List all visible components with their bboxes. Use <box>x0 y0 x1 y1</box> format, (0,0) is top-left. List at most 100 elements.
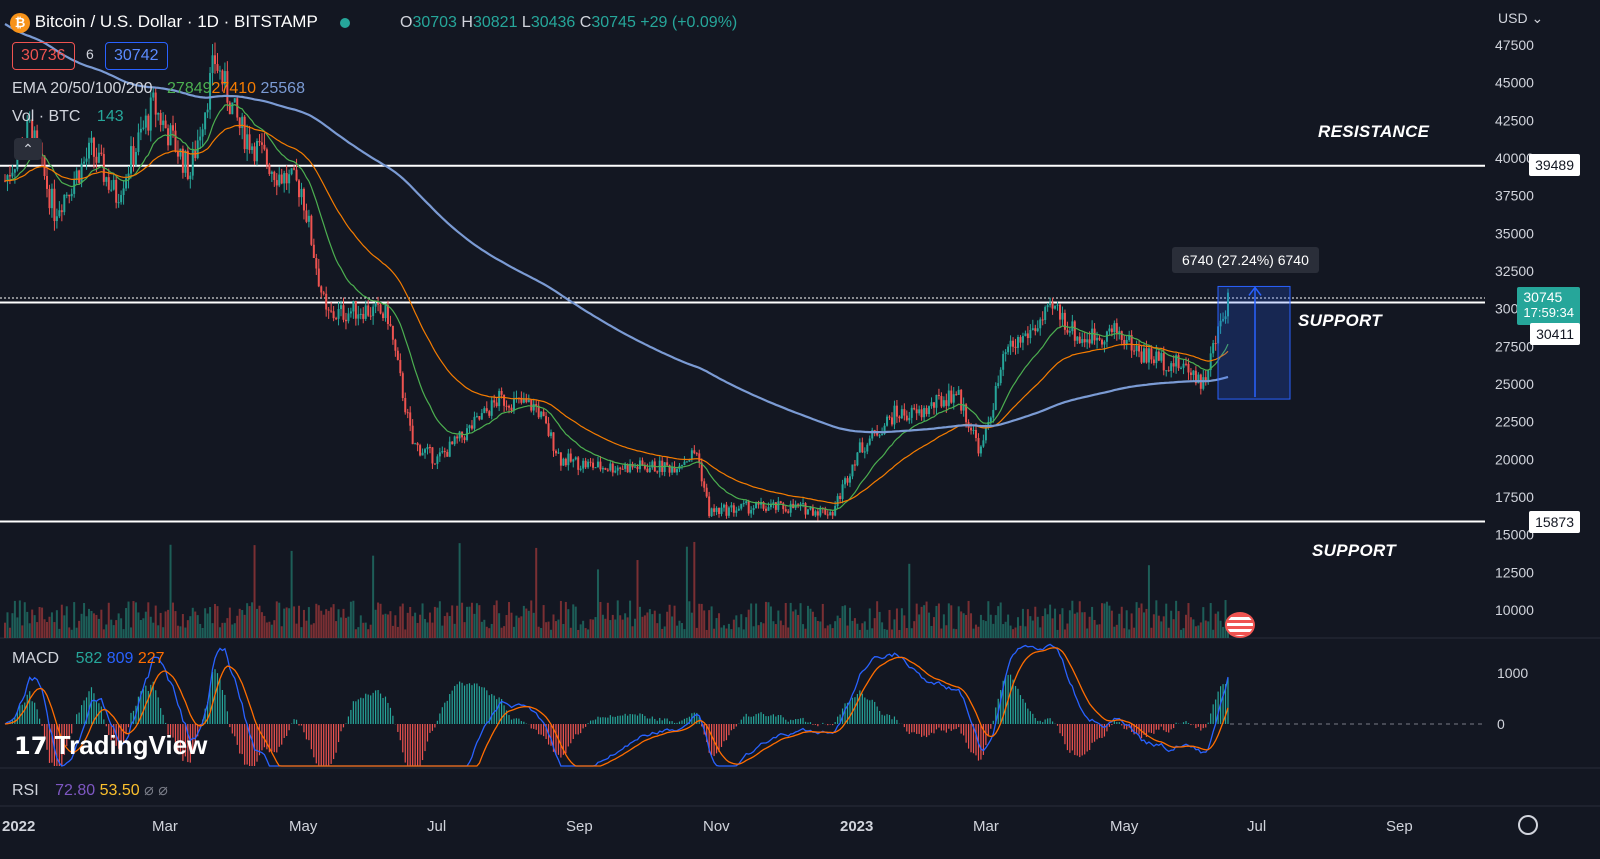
volume-bar <box>853 618 856 638</box>
rsi-legend[interactable]: RSI 72.80 53.50 ⌀ ⌀ <box>12 782 168 799</box>
volume-bar <box>105 624 108 638</box>
price-tick-label: 45000 <box>1495 75 1534 91</box>
candle-body <box>898 416 901 419</box>
candle-body <box>1103 341 1106 345</box>
candle-body <box>1073 321 1076 341</box>
volume-bar <box>836 615 839 638</box>
volume-bar <box>478 605 481 638</box>
volume-bar <box>1123 628 1126 638</box>
candle-body <box>335 318 338 320</box>
volume-bar <box>517 617 520 638</box>
time-tick-label: 2023 <box>840 818 873 835</box>
candle-body <box>495 402 498 407</box>
volume-bar <box>725 628 728 638</box>
volume-bar <box>609 620 612 638</box>
macd-label: MACD <box>12 650 60 667</box>
volume-bar <box>816 620 819 638</box>
candle-body <box>814 511 817 516</box>
tradingview-logo[interactable]: 𝟭𝟳 TradingView <box>14 730 208 760</box>
candle-body <box>730 505 733 508</box>
candle-body <box>493 400 496 403</box>
volume-bar <box>851 620 854 638</box>
candle-body <box>797 504 800 506</box>
volume-bar <box>241 610 244 638</box>
candle-body <box>923 408 926 418</box>
volume-bar <box>577 629 580 638</box>
candle-body <box>834 505 837 516</box>
rsi-ma-value: 53.50 <box>99 782 140 799</box>
volume-bar <box>456 605 459 638</box>
candle-body <box>134 151 137 165</box>
volume-bar <box>364 622 367 638</box>
candle-body <box>243 116 246 150</box>
volume-bar <box>819 621 822 638</box>
candle-body <box>31 119 34 149</box>
candle-body <box>809 507 812 510</box>
volume-bar <box>349 601 352 638</box>
volume-bar <box>844 605 847 638</box>
candle-body <box>122 188 125 196</box>
collapse-legend-button[interactable]: ⌃ <box>14 138 42 160</box>
measure-box <box>1217 285 1291 400</box>
volume-bar <box>661 628 664 638</box>
candle-body <box>226 71 229 103</box>
candle-body <box>1056 304 1059 306</box>
candle-body <box>58 210 61 217</box>
candle-body <box>302 188 305 211</box>
volume-bar <box>787 627 790 638</box>
volume-bar <box>525 608 528 638</box>
volume-bar <box>530 600 533 638</box>
volume-bar <box>473 613 476 638</box>
level-15873-tag: 15873 <box>1529 511 1580 533</box>
us-flag-icon[interactable] <box>1225 612 1255 638</box>
support-lower-label: SUPPORT <box>1312 541 1396 560</box>
volume-bar <box>92 613 95 638</box>
candle-body <box>945 400 948 406</box>
last-price-tag: 30745 17:59:34 <box>1517 287 1580 325</box>
volume-bar <box>987 601 990 638</box>
volume-bar <box>221 622 224 638</box>
candle-body <box>1180 367 1183 369</box>
volume-bar <box>55 610 58 638</box>
measure-arrow-head <box>1248 286 1262 296</box>
candle-body <box>601 468 604 470</box>
volume-bar <box>676 625 679 638</box>
price-tick-label: 40000 <box>1495 150 1534 166</box>
sell-price-button[interactable]: 30736 <box>12 42 75 70</box>
currency-selector[interactable]: USD ⌄ <box>1498 10 1544 26</box>
candle-body <box>1207 370 1210 382</box>
candle-body <box>1054 305 1057 309</box>
volume-bar <box>727 623 730 638</box>
volume-bar <box>278 602 281 638</box>
buy-price-button[interactable]: 30742 <box>105 42 168 70</box>
candle-body <box>85 158 88 162</box>
volume-legend[interactable]: Vol · BTC 143 <box>12 108 124 126</box>
volume-bar <box>315 603 318 638</box>
candle-body <box>396 350 399 360</box>
candle-body <box>1086 339 1089 343</box>
volume-bar <box>512 626 515 638</box>
candle-body <box>164 120 167 129</box>
volume-bar <box>441 625 444 638</box>
candle-body <box>379 304 382 314</box>
candle-body <box>1152 359 1155 364</box>
volume-bar <box>735 615 738 638</box>
volume-bar <box>989 614 992 638</box>
macd-legend[interactable]: MACD 582 809 227 <box>12 650 165 668</box>
candle-body <box>1187 363 1190 373</box>
volume-bar <box>881 622 884 638</box>
volume-bar <box>752 626 755 638</box>
volume-bar <box>1202 607 1205 638</box>
ema-legend[interactable]: EMA 20/50/100/200 2784927410 25568 <box>12 80 305 98</box>
volume-bar <box>1046 614 1049 638</box>
volume-bar <box>1155 600 1158 638</box>
volume-bar <box>508 602 511 638</box>
candle-body <box>364 305 367 319</box>
candle-body <box>930 402 933 407</box>
volume-bar <box>925 601 928 638</box>
symbol-title[interactable]: ₿ Bitcoin / U.S. Dollar · 1D · BITSTAMP <box>10 12 351 33</box>
settings-icon[interactable] <box>1518 815 1538 835</box>
volume-bar <box>908 563 911 638</box>
candle-body <box>1026 333 1029 339</box>
